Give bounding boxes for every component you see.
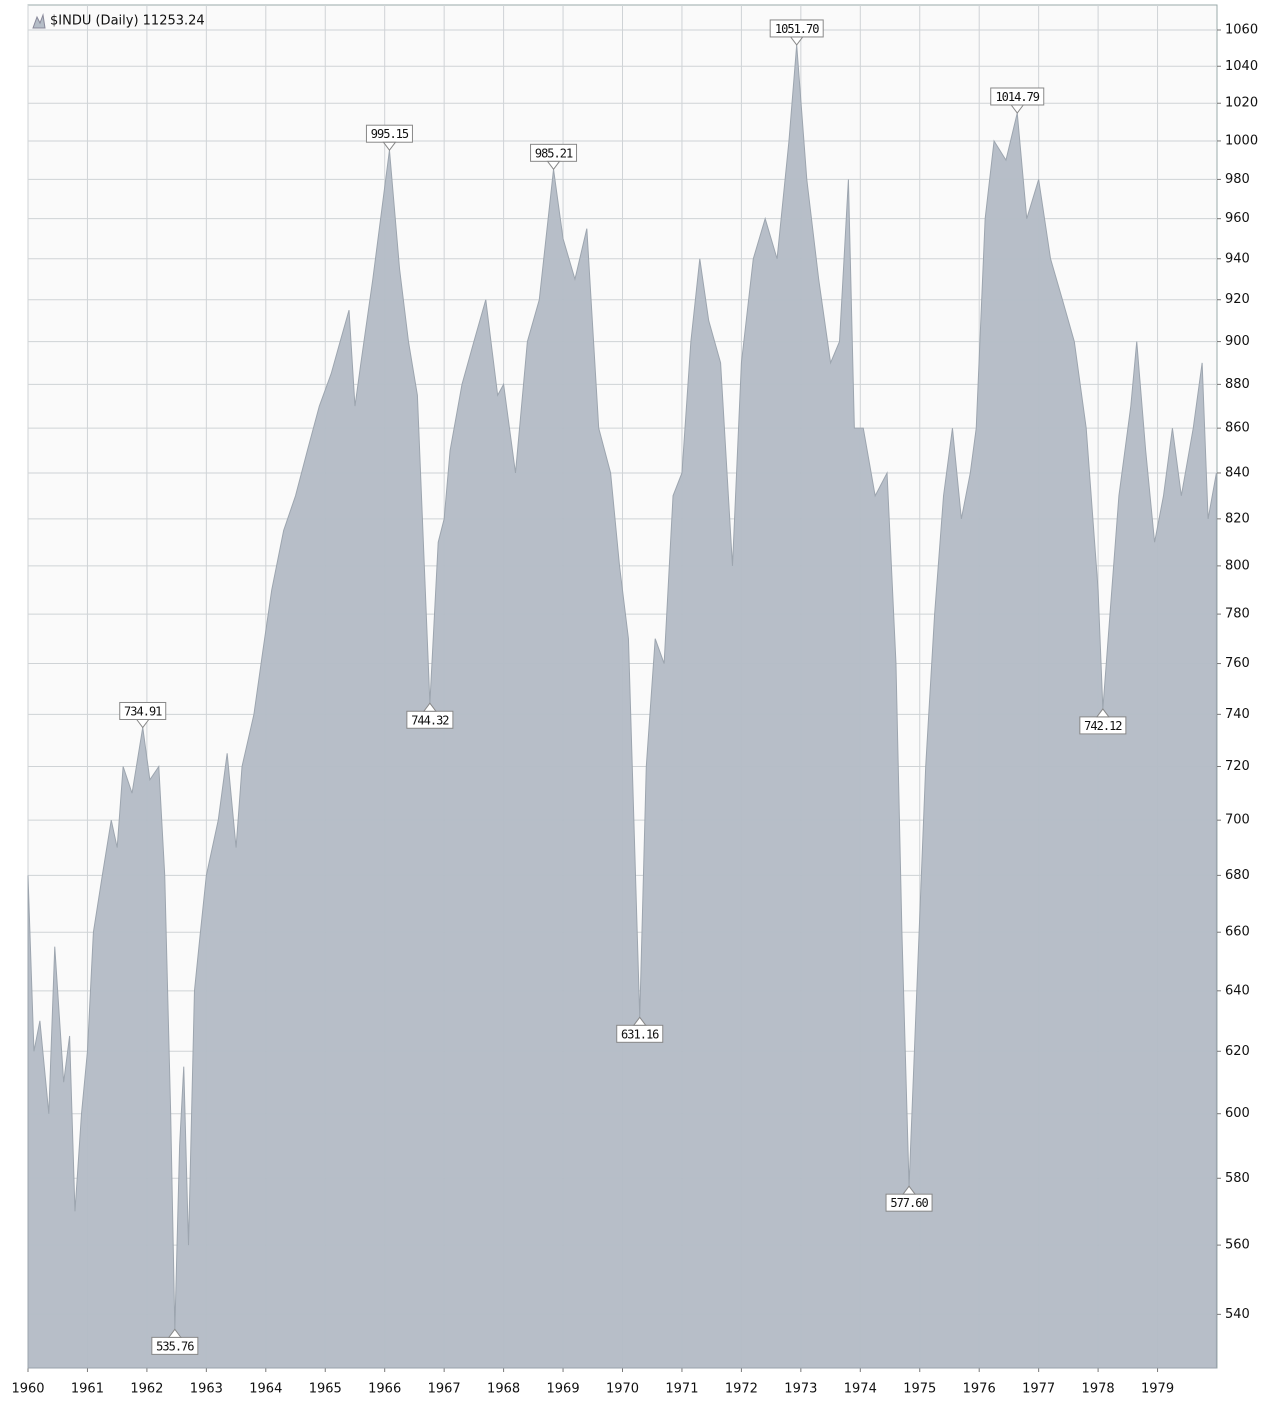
annotation: 985.21	[530, 143, 578, 171]
x-tick-label: 1960	[11, 1382, 44, 1397]
x-tick-label: 1962	[130, 1382, 163, 1397]
annotation-label: 1051.70	[775, 22, 819, 36]
y-tick-label: 680	[1225, 868, 1250, 883]
y-tick-label: 940	[1225, 251, 1250, 266]
y-tick-label: 660	[1225, 925, 1250, 940]
y-tick-label: 1020	[1225, 96, 1258, 111]
annotation-pointer	[632, 1016, 647, 1026]
y-tick-label: 560	[1225, 1238, 1250, 1253]
x-tick-label: 1974	[844, 1382, 877, 1397]
x-tick-label: 1965	[309, 1382, 342, 1397]
annotation-label: 995.15	[371, 127, 409, 141]
y-tick-label: 1060	[1225, 22, 1258, 37]
x-tick-label: 1978	[1082, 1382, 1115, 1397]
annotation: 631.16	[616, 1016, 664, 1043]
y-tick-label: 720	[1225, 759, 1250, 774]
y-tick-label: 980	[1225, 172, 1250, 187]
annotation: 1051.70	[769, 19, 824, 46]
x-tick-label: 1973	[784, 1382, 817, 1397]
annotation: 535.76	[151, 1328, 199, 1355]
x-tick-label: 1969	[547, 1382, 580, 1397]
annotation: 744.32	[406, 702, 454, 729]
annotation-label: 535.76	[156, 1339, 194, 1353]
annotation-pointer	[789, 36, 804, 46]
annotation-label: 744.32	[411, 713, 449, 727]
annotation-pointer	[167, 1328, 182, 1338]
y-tick-label: 1000	[1225, 133, 1258, 148]
annotation: 1014.79	[990, 87, 1045, 114]
y-tick-label: 920	[1225, 292, 1250, 307]
annotation-label: 1014.79	[995, 90, 1039, 104]
y-tick-label: 740	[1225, 707, 1250, 722]
y-tick-label: 640	[1225, 983, 1250, 998]
annotation-pointer	[546, 160, 561, 171]
y-tick-label: 580	[1225, 1171, 1250, 1186]
y-tick-label: 540	[1225, 1307, 1250, 1322]
annotation-pointer	[902, 1185, 917, 1195]
y-tick-label: 1040	[1225, 59, 1258, 74]
annotation: 995.15	[365, 124, 413, 152]
annotation: 734.91	[119, 701, 167, 729]
annotation-label: 734.91	[124, 704, 162, 718]
annotation-label: 985.21	[535, 146, 573, 160]
x-tick-label: 1976	[963, 1382, 996, 1397]
y-tick-label: 620	[1225, 1044, 1250, 1059]
annotation-pointer	[135, 718, 150, 729]
legend-icon	[32, 13, 46, 29]
annotation-pointer	[1095, 708, 1110, 718]
y-tick-label: 760	[1225, 656, 1250, 671]
annotation-label: 631.16	[621, 1027, 659, 1041]
area	[27, 44, 1217, 1369]
y-tick-label: 900	[1225, 334, 1250, 349]
x-tick-label: 1977	[1022, 1382, 1055, 1397]
y-tick-label: 960	[1225, 211, 1250, 226]
y-tick-label: 780	[1225, 607, 1250, 622]
annotation-label: 577.60	[890, 1196, 928, 1210]
x-tick-label: 1972	[725, 1382, 758, 1397]
y-tick-label: 700	[1225, 813, 1250, 828]
y-tick-label: 860	[1225, 421, 1250, 436]
y-tick-label: 800	[1225, 558, 1250, 573]
annotation: 742.12	[1079, 708, 1127, 735]
legend-label: $INDU (Daily) 11253.24	[50, 14, 205, 29]
x-tick-label: 1963	[190, 1382, 223, 1397]
x-tick-label: 1979	[1141, 1382, 1174, 1397]
annotation-label: 742.12	[1084, 719, 1122, 733]
annotation-pointer	[1010, 104, 1025, 114]
annotation-pointer	[422, 702, 437, 712]
x-tick-label: 1966	[368, 1382, 401, 1397]
y-tick-label: 820	[1225, 511, 1250, 526]
y-tick-label: 600	[1225, 1106, 1250, 1121]
x-tick-label: 1975	[903, 1382, 936, 1397]
annotation: 577.60	[885, 1185, 933, 1212]
x-tick-label: 1964	[249, 1382, 282, 1397]
x-tick-label: 1961	[71, 1382, 104, 1397]
x-tick-label: 1970	[606, 1382, 639, 1397]
x-tick-label: 1968	[487, 1382, 520, 1397]
annotation-pointer	[382, 141, 397, 152]
x-tick-label: 1971	[665, 1382, 698, 1397]
y-tick-label: 880	[1225, 377, 1250, 392]
y-tick-label: 840	[1225, 465, 1250, 480]
x-tick-label: 1967	[428, 1382, 461, 1397]
